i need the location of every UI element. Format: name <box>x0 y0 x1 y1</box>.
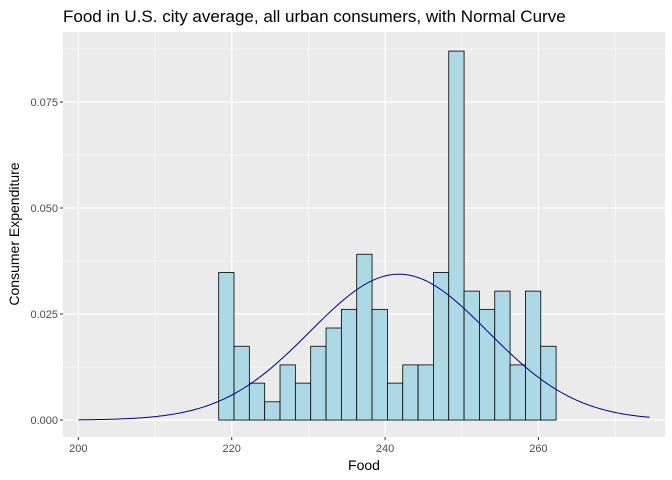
y-axis-label: Consumer Expenditure <box>6 162 22 305</box>
x-axis-label: Food <box>348 457 380 473</box>
histogram-bar <box>417 364 434 421</box>
x-tick-label: 220 <box>223 443 241 455</box>
histogram-bar <box>340 308 358 421</box>
histogram-bar <box>248 382 266 421</box>
histogram-bar <box>448 50 465 421</box>
histogram-bar <box>433 272 450 421</box>
y-tick-label: 0.025 <box>30 309 58 321</box>
normal-curve <box>78 273 650 421</box>
x-axis-ticks: 200 220 240 260 <box>69 437 548 455</box>
y-axis-ticks: 0.000 0.025 0.050 0.075 <box>30 97 63 427</box>
histogram-bar <box>509 364 526 421</box>
y-tick-label: 0.000 <box>30 415 58 427</box>
histogram-bar <box>233 345 250 421</box>
y-tick-label: 0.050 <box>30 203 58 215</box>
histogram-bar <box>525 290 542 421</box>
chart-title: Food in U.S. city average, all urban con… <box>63 7 566 26</box>
histogram-bar <box>264 401 281 421</box>
histogram-bar <box>494 290 511 421</box>
histogram-bar <box>310 345 327 421</box>
histogram-bar <box>279 364 296 421</box>
x-tick-label: 260 <box>529 443 547 455</box>
histogram-bars <box>218 50 557 421</box>
y-tick-label: 0.075 <box>30 97 58 109</box>
histogram-bar <box>402 364 419 421</box>
histogram-bar <box>371 308 388 421</box>
histogram-bar <box>356 253 373 421</box>
x-tick-label: 240 <box>376 443 394 455</box>
histogram-bar <box>540 345 557 421</box>
x-tick-label: 200 <box>69 443 87 455</box>
histogram-bar <box>294 382 312 421</box>
histogram-bar <box>386 382 404 421</box>
histogram-bar <box>325 327 342 421</box>
